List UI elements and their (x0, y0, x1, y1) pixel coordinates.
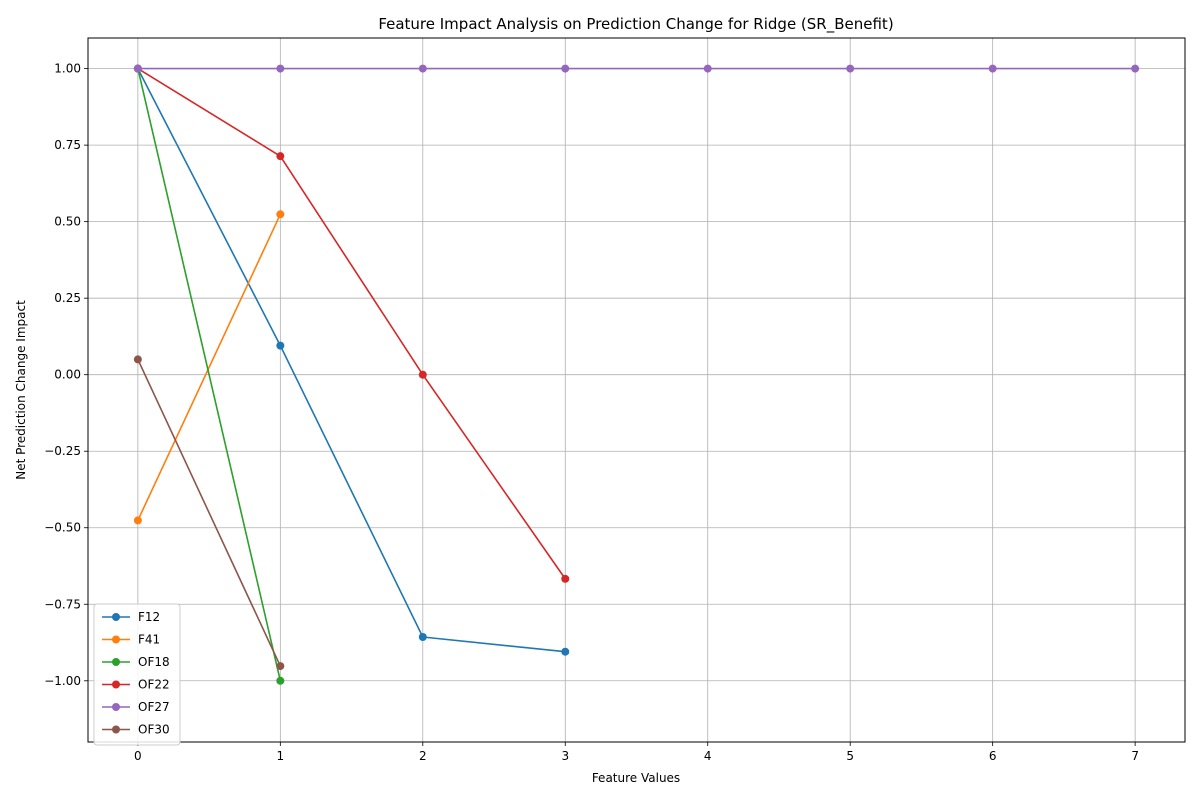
y-tick-label: 0.25 (54, 291, 81, 305)
data-point (276, 341, 285, 350)
data-point (561, 574, 570, 583)
x-tick-label: 3 (561, 749, 569, 763)
data-point (133, 355, 142, 364)
series-line (137, 68, 566, 653)
x-tick-label: 0 (134, 749, 142, 763)
x-tick-label: 1 (277, 749, 285, 763)
axis-ticks: 0 1 2 3 4 5 6 7 −1.00 −0.75 −0.50 −0.25 0.00 0.25 0.50… (44, 62, 1139, 763)
data-point (276, 662, 285, 671)
data-point (276, 152, 285, 161)
legend-item-of18: OF18 (102, 655, 170, 669)
x-tick-label: 4 (704, 749, 712, 763)
x-axis-label: Feature Values (592, 771, 680, 785)
series-of27 (133, 64, 1140, 73)
y-tick-label: −0.50 (44, 521, 81, 535)
data-point (561, 64, 570, 73)
grid (88, 38, 1185, 742)
data-point (133, 516, 142, 525)
y-tick-label: −1.00 (44, 674, 81, 688)
legend-item-of22: OF22 (102, 678, 170, 692)
series-line (137, 68, 282, 681)
x-tick-label: 5 (846, 749, 854, 763)
data-point (418, 64, 427, 73)
y-tick-label: 0.50 (54, 215, 81, 229)
data-point (418, 633, 427, 642)
series-group (133, 64, 1140, 685)
y-tick-label: 1.00 (54, 62, 81, 76)
y-tick-label: 0.00 (54, 368, 81, 382)
legend-label: OF30 (138, 723, 170, 737)
x-tick-label: 2 (419, 749, 427, 763)
legend-item-f12: F12 (102, 610, 160, 624)
data-point (846, 64, 855, 73)
data-point (133, 64, 142, 73)
plot-frame (87, 37, 1186, 743)
y-tick-label: 0.75 (54, 138, 81, 152)
legend-swatch-marker (112, 725, 120, 734)
legend-item-of30: OF30 (102, 723, 170, 737)
legend: F12 F41 OF18 OF22 OF27 OF30 (93, 603, 181, 746)
y-tick-label: −0.25 (44, 444, 81, 458)
data-point (276, 676, 285, 685)
legend-label: OF22 (138, 678, 170, 692)
y-axis-label: Net Prediction Change Impact (14, 300, 28, 480)
legend-label: OF27 (138, 700, 170, 714)
legend-swatch-marker (112, 635, 120, 644)
legend-item-of27: OF27 (102, 700, 170, 714)
x-tick-label: 6 (989, 749, 997, 763)
data-point (418, 370, 427, 379)
chart-title: Feature Impact Analysis on Prediction Ch… (378, 15, 893, 34)
legend-swatch-marker (112, 658, 120, 666)
series-line (137, 67, 566, 580)
legend-label: F41 (138, 633, 160, 647)
legend-label: F12 (138, 610, 160, 624)
data-point (276, 64, 285, 73)
legend-item-f41: F41 (102, 633, 160, 647)
legend-label: OF18 (138, 655, 170, 669)
series-of30 (133, 355, 285, 671)
data-point (703, 64, 712, 73)
data-point (561, 647, 570, 656)
legend-swatch-marker (112, 613, 120, 621)
legend-swatch-marker (112, 680, 120, 689)
y-tick-label: −0.75 (44, 597, 81, 611)
data-point (988, 64, 997, 73)
data-point (276, 210, 285, 219)
series-f41 (133, 210, 285, 525)
series-line (137, 359, 282, 667)
x-tick-label: 7 (1131, 749, 1139, 763)
series-line (137, 213, 282, 521)
data-point (1131, 64, 1140, 73)
legend-swatch-marker (112, 703, 120, 711)
